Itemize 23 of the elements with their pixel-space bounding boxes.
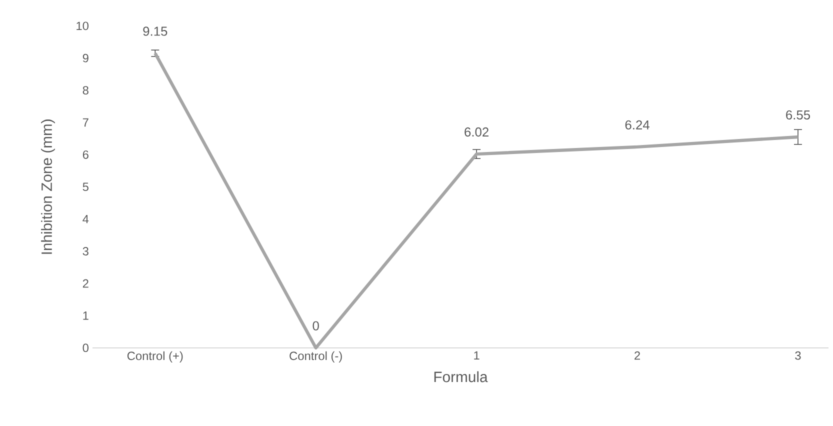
x-tick-label: 1: [474, 352, 480, 360]
y-tick-label: 0: [82, 344, 89, 352]
y-tick-label: 10: [76, 22, 88, 30]
x-tick-label: 3: [795, 352, 801, 360]
y-tick-label: 9: [82, 54, 88, 63]
y-tick-label: 5: [82, 182, 88, 192]
data-label: 6.55: [786, 110, 810, 120]
data-label: 9.15: [143, 26, 168, 36]
y-axis-title: Inhibition Zone (mm): [41, 120, 55, 254]
x-tick-label: Control (-): [290, 352, 342, 363]
y-tick-label: 6: [82, 150, 88, 160]
y-tick-label: 1: [83, 312, 88, 320]
x-tick-label: Control (+): [127, 352, 183, 363]
y-tick-label: 3: [82, 247, 88, 256]
y-tick-label: 4: [82, 215, 89, 224]
x-tick-label: 2: [634, 352, 640, 360]
y-tick-label: 2: [82, 280, 88, 288]
data-label: 6.24: [625, 120, 650, 130]
data-label: 6.02: [464, 128, 488, 137]
data-label: 0: [312, 321, 319, 331]
y-tick-label: 7: [82, 118, 88, 127]
y-tick-label: 8: [82, 86, 88, 95]
x-axis-title: Formula: [434, 371, 488, 382]
